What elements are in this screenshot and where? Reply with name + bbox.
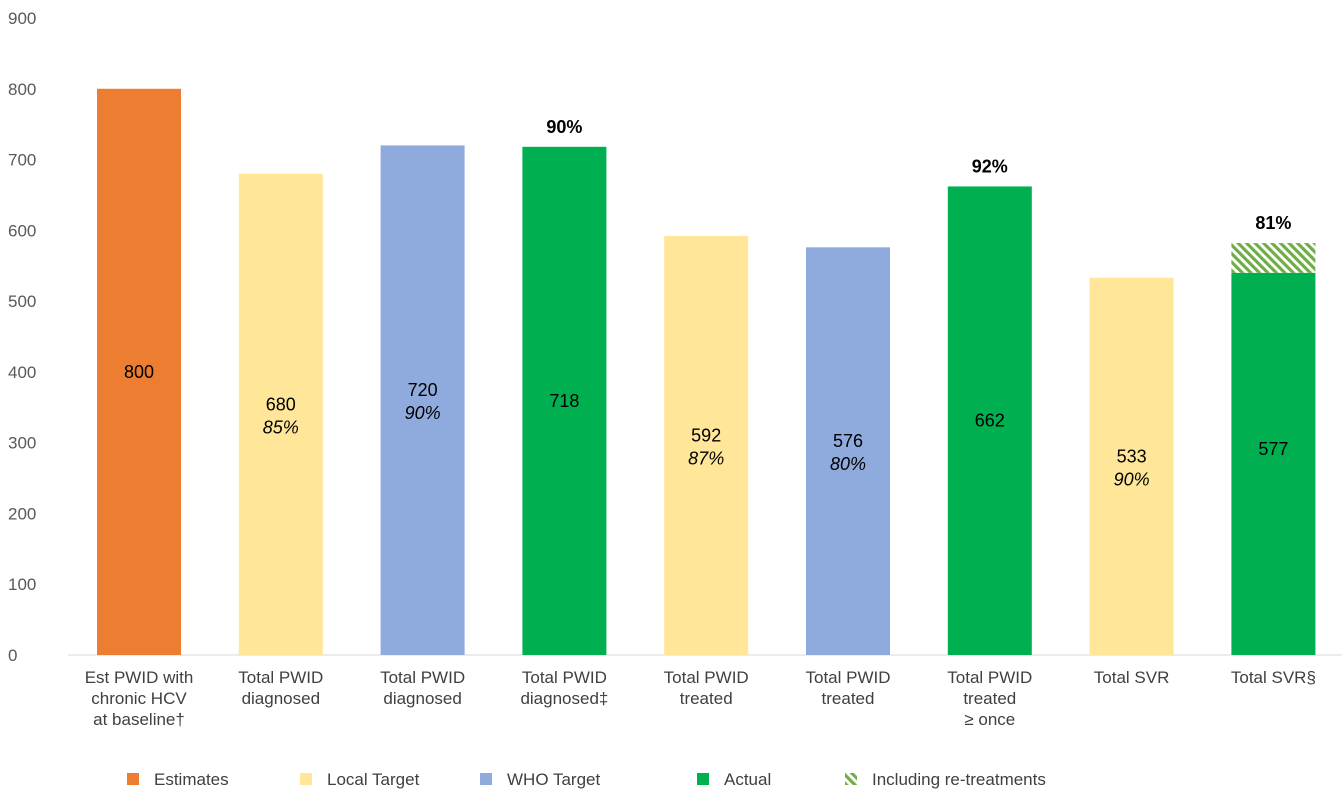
bar-value-label: 718 <box>549 391 579 411</box>
legend-label: Including re-treatments <box>872 770 1046 789</box>
x-category-label: treated <box>963 689 1016 708</box>
x-category-label: Total SVR <box>1094 668 1170 687</box>
bar-value-label: 800 <box>124 362 154 382</box>
bar <box>664 235 749 656</box>
y-tick-label: 600 <box>8 221 36 240</box>
x-category-label: treated <box>822 689 875 708</box>
y-tick-label: 700 <box>8 151 36 170</box>
x-category-label: at baseline† <box>93 710 185 729</box>
bar-value-label: 720 <box>408 380 438 400</box>
x-category-label: Total PWID <box>664 668 749 687</box>
legend-label: Local Target <box>327 770 420 789</box>
bar-value-label: 680 <box>266 394 296 414</box>
bar-labels: 800 680 85% 720 90% 718 90% 592 87% 576 80% 662 92% 5… <box>124 117 1291 490</box>
bar-percent-label: 90% <box>1114 469 1150 489</box>
bar-percent-label: 90% <box>405 403 441 423</box>
bar-value-label: 662 <box>975 411 1005 431</box>
bar-value-label: 533 <box>1117 446 1147 466</box>
bar <box>1231 272 1316 655</box>
legend-swatch <box>480 773 492 785</box>
y-tick-label: 500 <box>8 292 36 311</box>
x-category-label: Total PWID <box>522 668 607 687</box>
x-category-label: diagnosed‡ <box>520 689 608 708</box>
bar-value-label: 576 <box>833 431 863 451</box>
x-category-label: Total PWID <box>947 668 1032 687</box>
bar-percent-label: 80% <box>830 454 866 474</box>
bar <box>97 88 181 656</box>
x-category-label: Total PWID <box>805 668 890 687</box>
legend-label: WHO Target <box>507 770 600 789</box>
legend-swatch <box>127 773 139 785</box>
y-tick-label: 200 <box>8 504 36 523</box>
y-tick-label: 0 <box>8 646 17 665</box>
bar-percent-label: 87% <box>688 448 724 468</box>
legend: Estimates Local Target WHO Target Actual Inc… <box>127 770 1046 789</box>
legend-swatch <box>845 773 857 785</box>
x-category-label: Total SVR§ <box>1231 668 1316 687</box>
x-category-label: Total PWID <box>380 668 465 687</box>
y-tick-label: 900 <box>8 9 36 28</box>
y-tick-label: 400 <box>8 363 36 382</box>
bar <box>947 186 1032 655</box>
legend-label: Estimates <box>154 770 229 789</box>
y-tick-label: 800 <box>8 80 36 99</box>
legend-swatch <box>697 773 709 785</box>
x-category-label: Total PWID <box>238 668 323 687</box>
bar-percent-label: 85% <box>263 417 299 437</box>
bar-value-label: 592 <box>691 425 721 445</box>
x-category-label: diagnosed <box>242 689 320 708</box>
x-category-label: treated <box>680 689 733 708</box>
bar-top-label: 92% <box>972 156 1008 176</box>
x-category-label: chronic HCV <box>91 689 187 708</box>
bar-top-label: 90% <box>546 117 582 137</box>
x-axis: Est PWID with chronic HCV at baseline† Tota… <box>85 668 1316 729</box>
legend-swatch <box>300 773 312 785</box>
y-tick-label: 300 <box>8 434 36 453</box>
bar-retreatment-segment <box>1231 243 1316 273</box>
bar <box>1089 277 1174 655</box>
y-axis: 0 100 200 300 400 500 600 700 800 900 <box>8 9 36 665</box>
bar <box>238 173 323 655</box>
y-tick-label: 100 <box>8 575 36 594</box>
bar-value-label: 577 <box>1258 439 1288 459</box>
x-category-label: diagnosed <box>383 689 461 708</box>
bar <box>522 146 607 655</box>
bar-top-label: 81% <box>1255 213 1291 233</box>
bar <box>806 247 890 655</box>
x-category-label: ≥ once <box>964 710 1015 729</box>
x-category-label: Est PWID with <box>85 668 194 687</box>
bars <box>97 88 1316 656</box>
bar <box>380 145 465 655</box>
legend-label: Actual <box>724 770 771 789</box>
